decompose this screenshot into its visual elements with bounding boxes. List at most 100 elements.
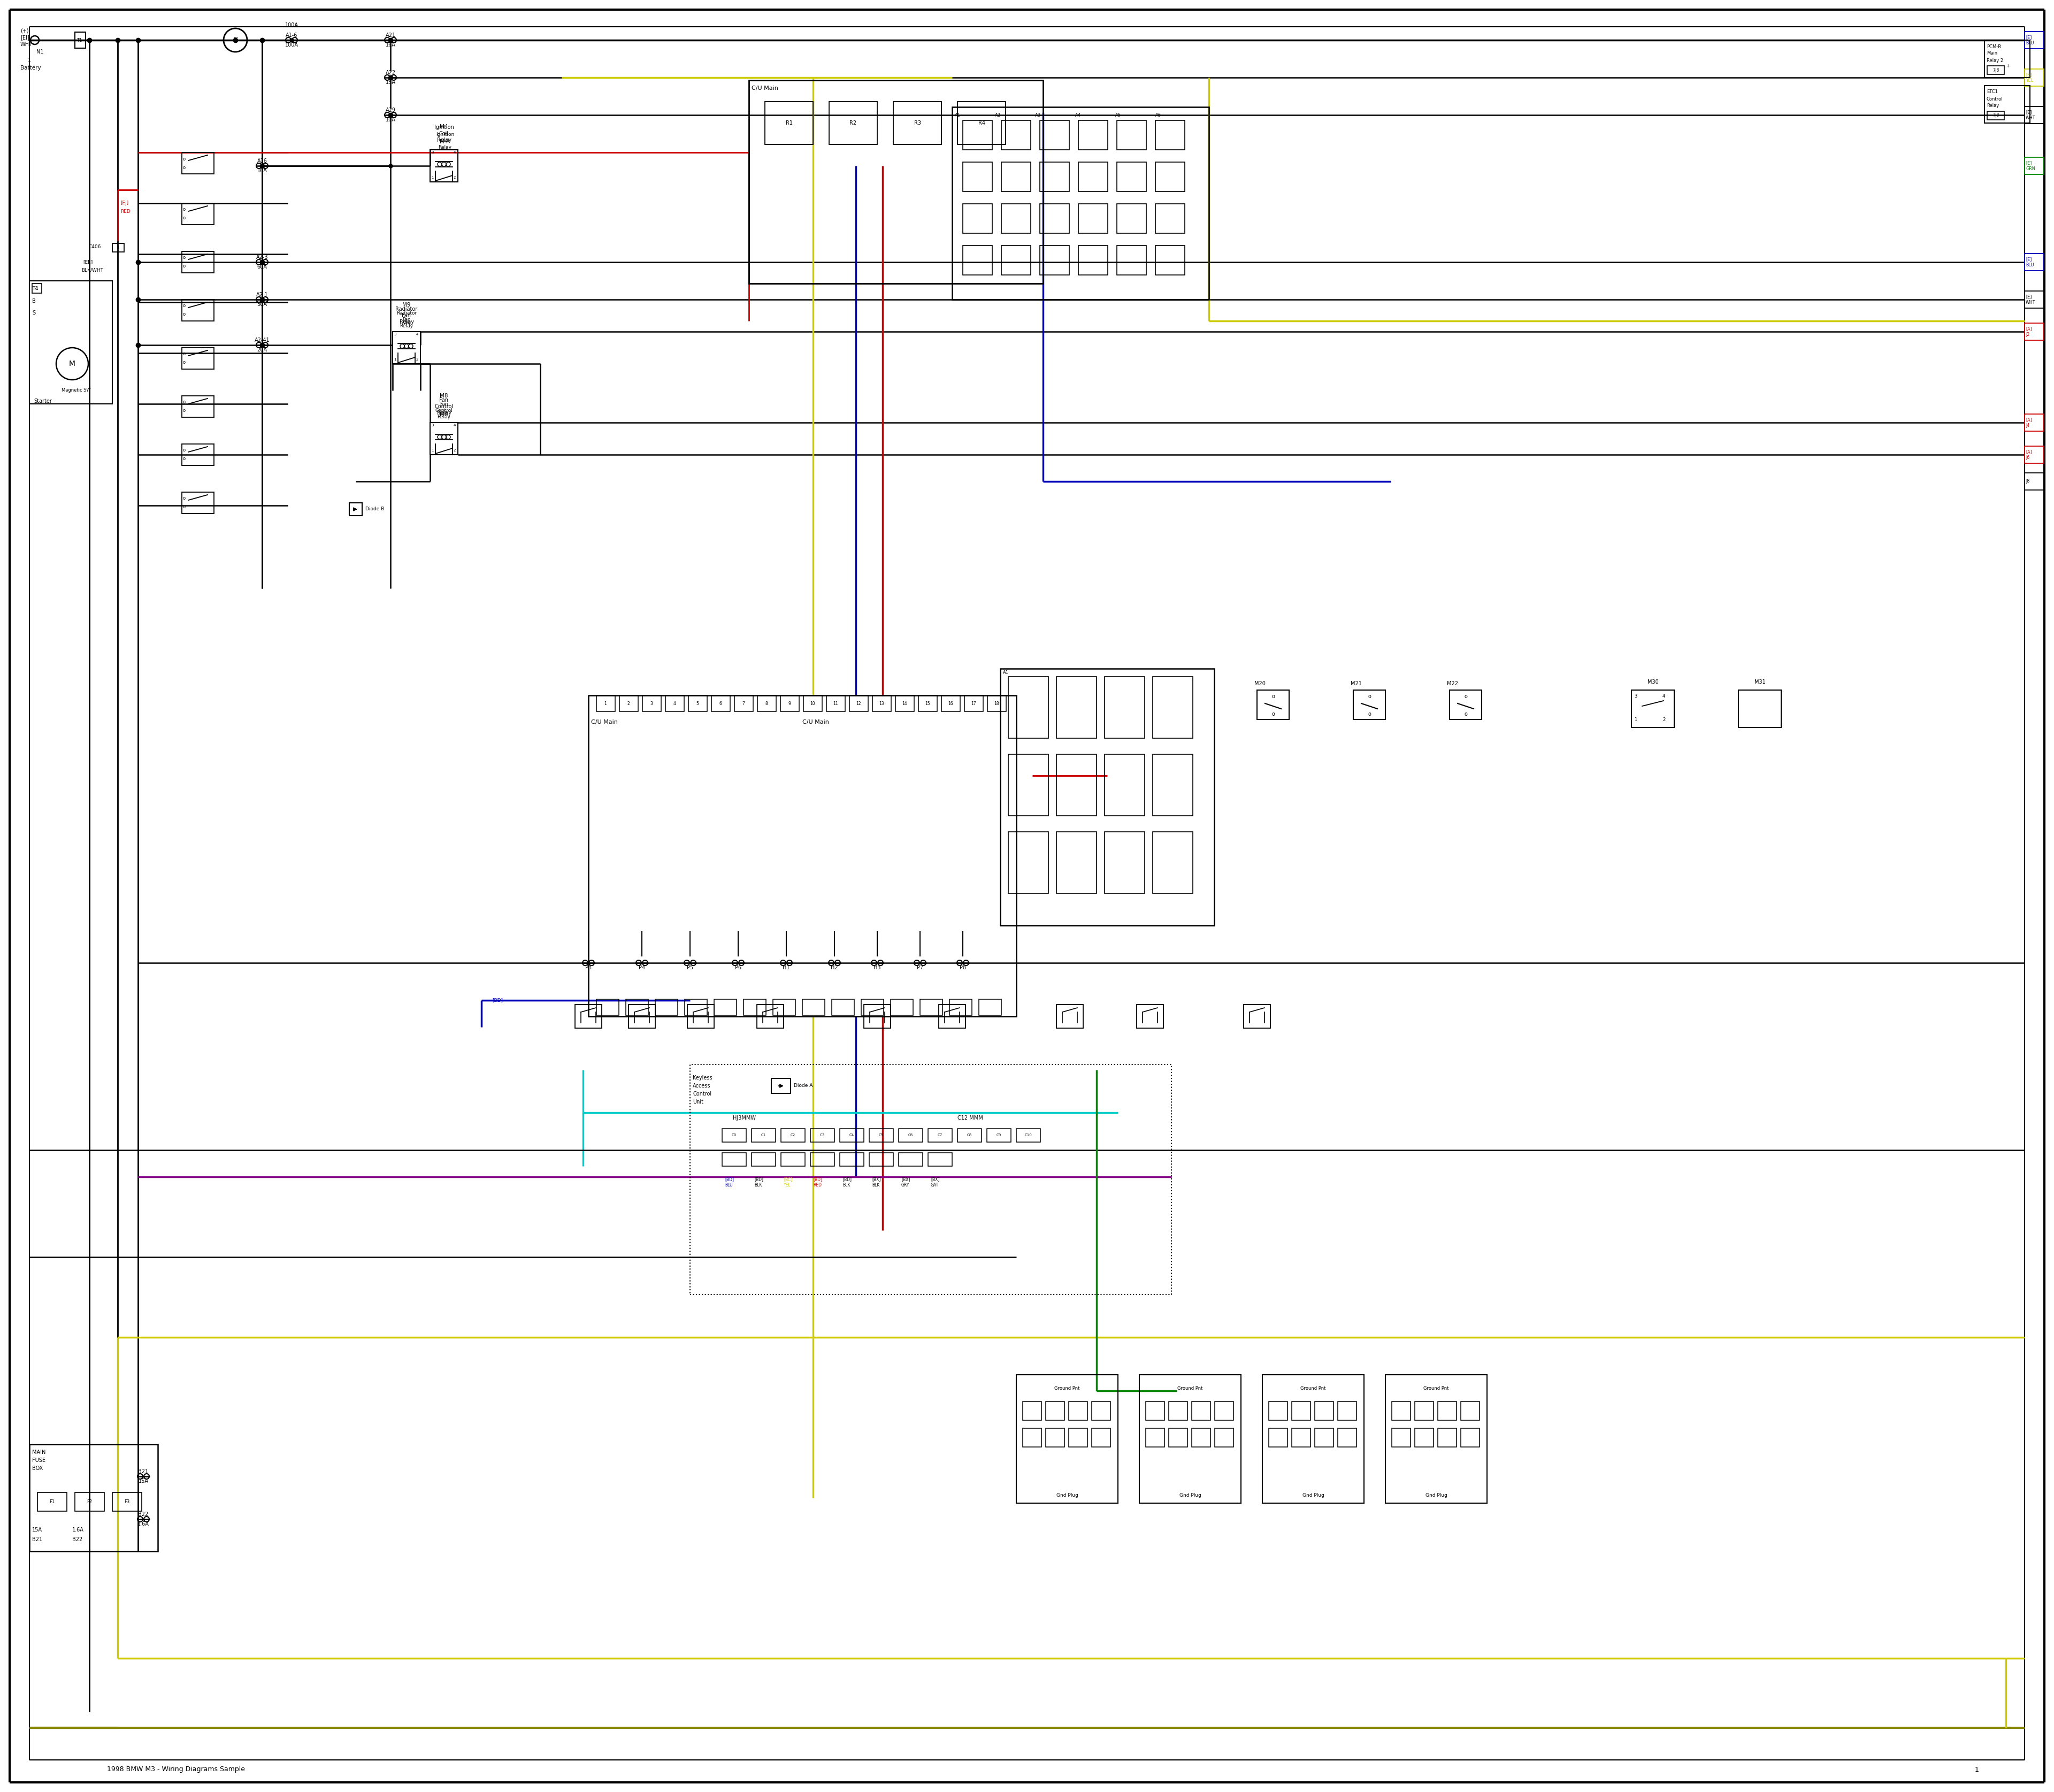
Text: FUSE: FUSE	[33, 1457, 45, 1462]
Text: M4: M4	[440, 140, 448, 145]
Text: 5: 5	[696, 701, 698, 706]
Text: Ground Pnt: Ground Pnt	[1300, 1385, 1325, 1391]
Bar	[957, 1129, 982, 1142]
Bar	[900, 1152, 922, 1167]
Bar	[1068, 1428, 1087, 1446]
Bar	[715, 1000, 737, 1016]
Text: T1: T1	[76, 38, 82, 43]
Bar	[840, 1129, 865, 1142]
Bar	[865, 1005, 891, 1029]
Bar	[1152, 831, 1193, 894]
Text: 2: 2	[454, 176, 456, 179]
Text: A29: A29	[386, 108, 396, 113]
Text: 1.6A: 1.6A	[72, 1527, 84, 1532]
Text: C/U Main: C/U Main	[592, 719, 618, 724]
Bar	[690, 1064, 1171, 1294]
Text: P3: P3	[585, 966, 592, 969]
Text: 15A: 15A	[33, 1527, 43, 1532]
Bar	[1460, 1401, 1479, 1421]
Text: 4: 4	[454, 151, 456, 154]
Text: Gnd Plug: Gnd Plug	[1056, 1493, 1078, 1498]
Text: 16A: 16A	[386, 43, 396, 48]
Text: 4: 4	[417, 333, 419, 335]
Bar	[1191, 1428, 1210, 1446]
Bar	[869, 1129, 893, 1142]
Text: Access: Access	[692, 1082, 711, 1088]
Bar	[1984, 39, 2029, 77]
Text: C/U Main: C/U Main	[803, 719, 830, 724]
Text: Control: Control	[692, 1091, 711, 1097]
Text: [E]
WHT: [E] WHT	[2025, 109, 2036, 120]
Bar	[1384, 1374, 1487, 1503]
Text: 18: 18	[994, 701, 998, 706]
Text: R4: R4	[978, 120, 986, 125]
Bar	[1056, 677, 1097, 738]
Bar	[684, 1000, 707, 1016]
Bar	[1117, 161, 1146, 192]
Bar	[752, 1152, 776, 1167]
Text: B22: B22	[138, 1512, 148, 1518]
Bar	[1415, 1401, 1434, 1421]
Text: o: o	[183, 303, 185, 308]
Text: P6: P6	[735, 966, 741, 969]
Bar	[850, 695, 869, 711]
Text: 7|8: 7|8	[1992, 113, 1999, 118]
Bar	[781, 1152, 805, 1167]
Text: o: o	[183, 351, 185, 357]
Text: N1: N1	[37, 48, 43, 54]
Text: Magnetic SW: Magnetic SW	[62, 389, 90, 392]
Text: 1: 1	[35, 287, 39, 290]
Text: 1: 1	[431, 448, 433, 452]
Bar	[429, 151, 458, 181]
Bar	[988, 695, 1006, 711]
Bar	[1002, 161, 1031, 192]
Text: Ground Pnt: Ground Pnt	[1054, 1385, 1080, 1391]
Text: R3: R3	[914, 120, 920, 125]
Text: 100A: 100A	[286, 43, 298, 48]
Bar	[74, 1493, 105, 1511]
Text: 2: 2	[417, 358, 419, 360]
Text: C0: C0	[731, 1134, 735, 1136]
Text: 1: 1	[1635, 717, 1637, 722]
Text: PCM-R: PCM-R	[1986, 45, 2001, 48]
Text: Relay: Relay	[1986, 104, 1999, 108]
Text: 1: 1	[431, 176, 433, 179]
Bar	[963, 246, 992, 274]
Text: o: o	[1368, 694, 1370, 699]
Text: [BD]
BLU: [BD] BLU	[725, 1177, 733, 1188]
Bar	[1023, 1401, 1041, 1421]
Bar	[756, 1005, 785, 1029]
Text: Ground Pnt: Ground Pnt	[1177, 1385, 1204, 1391]
Bar	[781, 1129, 805, 1142]
Bar	[893, 102, 941, 145]
Text: Gnd Plug: Gnd Plug	[1179, 1493, 1202, 1498]
Text: C1: C1	[760, 1134, 766, 1136]
Text: F3: F3	[123, 1500, 129, 1503]
Bar	[37, 1493, 68, 1511]
Text: Starter: Starter	[33, 398, 51, 403]
Text: [BX]
GAT: [BX] GAT	[930, 1177, 939, 1188]
Text: 10A: 10A	[386, 116, 396, 122]
Text: A1-6: A1-6	[286, 32, 298, 38]
Text: H2: H2	[830, 966, 838, 969]
Text: 1: 1	[29, 57, 31, 63]
Bar	[1117, 120, 1146, 151]
Bar	[183, 202, 214, 224]
Bar	[861, 1000, 883, 1016]
Text: 3: 3	[1635, 694, 1637, 699]
Text: 3: 3	[431, 423, 433, 426]
Text: Radiator
Fan
Relay: Radiator Fan Relay	[396, 306, 417, 324]
Bar	[986, 1129, 1011, 1142]
Bar	[1000, 668, 1214, 925]
Bar	[183, 348, 214, 369]
Text: F1: F1	[49, 1500, 55, 1503]
Text: [A]
J4: [A] J4	[2025, 418, 2031, 428]
Bar	[1117, 246, 1146, 274]
Text: o: o	[183, 505, 185, 509]
Text: M9: M9	[403, 321, 411, 326]
Bar	[1169, 1428, 1187, 1446]
Text: o: o	[1368, 711, 1370, 717]
Text: o: o	[183, 400, 185, 405]
Text: J8: J8	[2025, 478, 2029, 484]
Bar	[349, 504, 362, 516]
